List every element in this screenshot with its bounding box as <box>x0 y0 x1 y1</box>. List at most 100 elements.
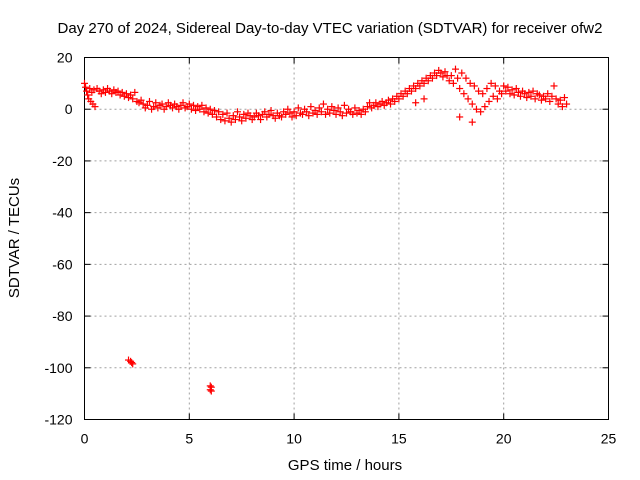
data-point <box>366 99 374 107</box>
data-point <box>284 105 292 113</box>
data-point <box>523 94 531 102</box>
x-tick-label: 5 <box>185 431 193 447</box>
data-point <box>207 387 215 395</box>
data-point <box>544 90 552 98</box>
data-point <box>290 108 298 116</box>
data-point <box>267 107 275 115</box>
data-point <box>445 77 453 85</box>
x-tick-label: 25 <box>601 431 617 447</box>
data-point <box>315 104 323 112</box>
data-point <box>424 77 432 85</box>
data-point <box>458 69 466 77</box>
data-point <box>231 116 239 124</box>
data-point <box>349 110 357 118</box>
data-point <box>372 99 380 107</box>
data-point <box>554 100 562 108</box>
data-point <box>537 96 545 104</box>
data-point <box>298 110 306 118</box>
data-point <box>516 92 524 100</box>
data-point <box>288 113 296 121</box>
data-point <box>558 103 566 111</box>
data-point <box>387 100 395 108</box>
data-point <box>412 85 420 93</box>
data-point <box>189 101 197 109</box>
data-point <box>229 112 237 120</box>
data-point <box>340 101 348 109</box>
data-point <box>198 101 206 109</box>
data-point <box>208 110 216 118</box>
data-point <box>303 108 311 116</box>
data-point <box>433 72 441 80</box>
data-point <box>158 100 166 108</box>
data-point <box>127 91 135 99</box>
data-point <box>437 69 445 77</box>
data-point <box>90 86 98 94</box>
y-tick-label: -100 <box>44 360 72 376</box>
data-point <box>213 113 221 121</box>
data-point <box>169 104 177 112</box>
data-point <box>139 100 147 108</box>
data-point <box>454 74 462 82</box>
data-point <box>294 104 302 112</box>
data-point <box>510 91 518 99</box>
data-point <box>238 117 246 125</box>
data-point <box>428 74 436 82</box>
data-point <box>234 108 242 116</box>
x-tick-label: 15 <box>391 431 407 447</box>
data-point <box>210 107 218 115</box>
data-point <box>384 96 392 104</box>
data-point <box>328 103 336 111</box>
data-point <box>407 87 415 95</box>
data-point <box>529 87 537 95</box>
data-point <box>403 90 411 98</box>
data-point <box>242 114 250 122</box>
data-point <box>187 105 195 113</box>
data-point <box>219 110 227 118</box>
data-point <box>475 87 483 95</box>
data-point <box>265 110 273 118</box>
data-point <box>472 105 480 113</box>
data-point <box>286 109 294 117</box>
data-point <box>363 103 371 111</box>
axis-ticks: 0 5 10 15 20 25 -120 -100 -80 -60 -40 -20 0 20 <box>44 50 616 447</box>
x-tick-label: 10 <box>286 431 302 447</box>
data-point <box>514 88 522 96</box>
data-point <box>399 92 407 100</box>
data-point <box>343 109 350 117</box>
data-point <box>560 94 568 102</box>
data-point <box>221 117 229 125</box>
data-point <box>502 87 510 95</box>
data-point <box>334 104 342 112</box>
data-point <box>192 107 200 115</box>
data-points <box>81 65 571 395</box>
data-point <box>129 360 137 368</box>
data-point <box>420 79 428 87</box>
data-point <box>504 83 512 91</box>
data-point <box>122 90 130 98</box>
data-point <box>552 95 560 103</box>
data-point <box>196 105 204 113</box>
data-point <box>307 103 315 111</box>
data-point <box>466 79 474 87</box>
data-point <box>101 88 109 96</box>
data-point <box>489 92 497 100</box>
data-point <box>227 118 235 126</box>
data-point <box>223 109 231 117</box>
data-point <box>491 82 499 90</box>
data-point <box>439 73 447 81</box>
data-point <box>521 90 529 98</box>
data-point <box>282 110 290 118</box>
data-point <box>246 112 254 120</box>
data-point <box>500 82 508 90</box>
data-point <box>395 95 403 103</box>
data-point <box>470 82 478 90</box>
x-tick-label: 20 <box>496 431 512 447</box>
data-point <box>317 108 325 116</box>
data-point <box>128 359 136 367</box>
data-point <box>261 108 269 116</box>
data-point <box>292 112 300 120</box>
data-point <box>449 79 457 87</box>
data-point <box>535 91 543 99</box>
data-point <box>97 90 105 98</box>
data-point <box>129 95 137 103</box>
